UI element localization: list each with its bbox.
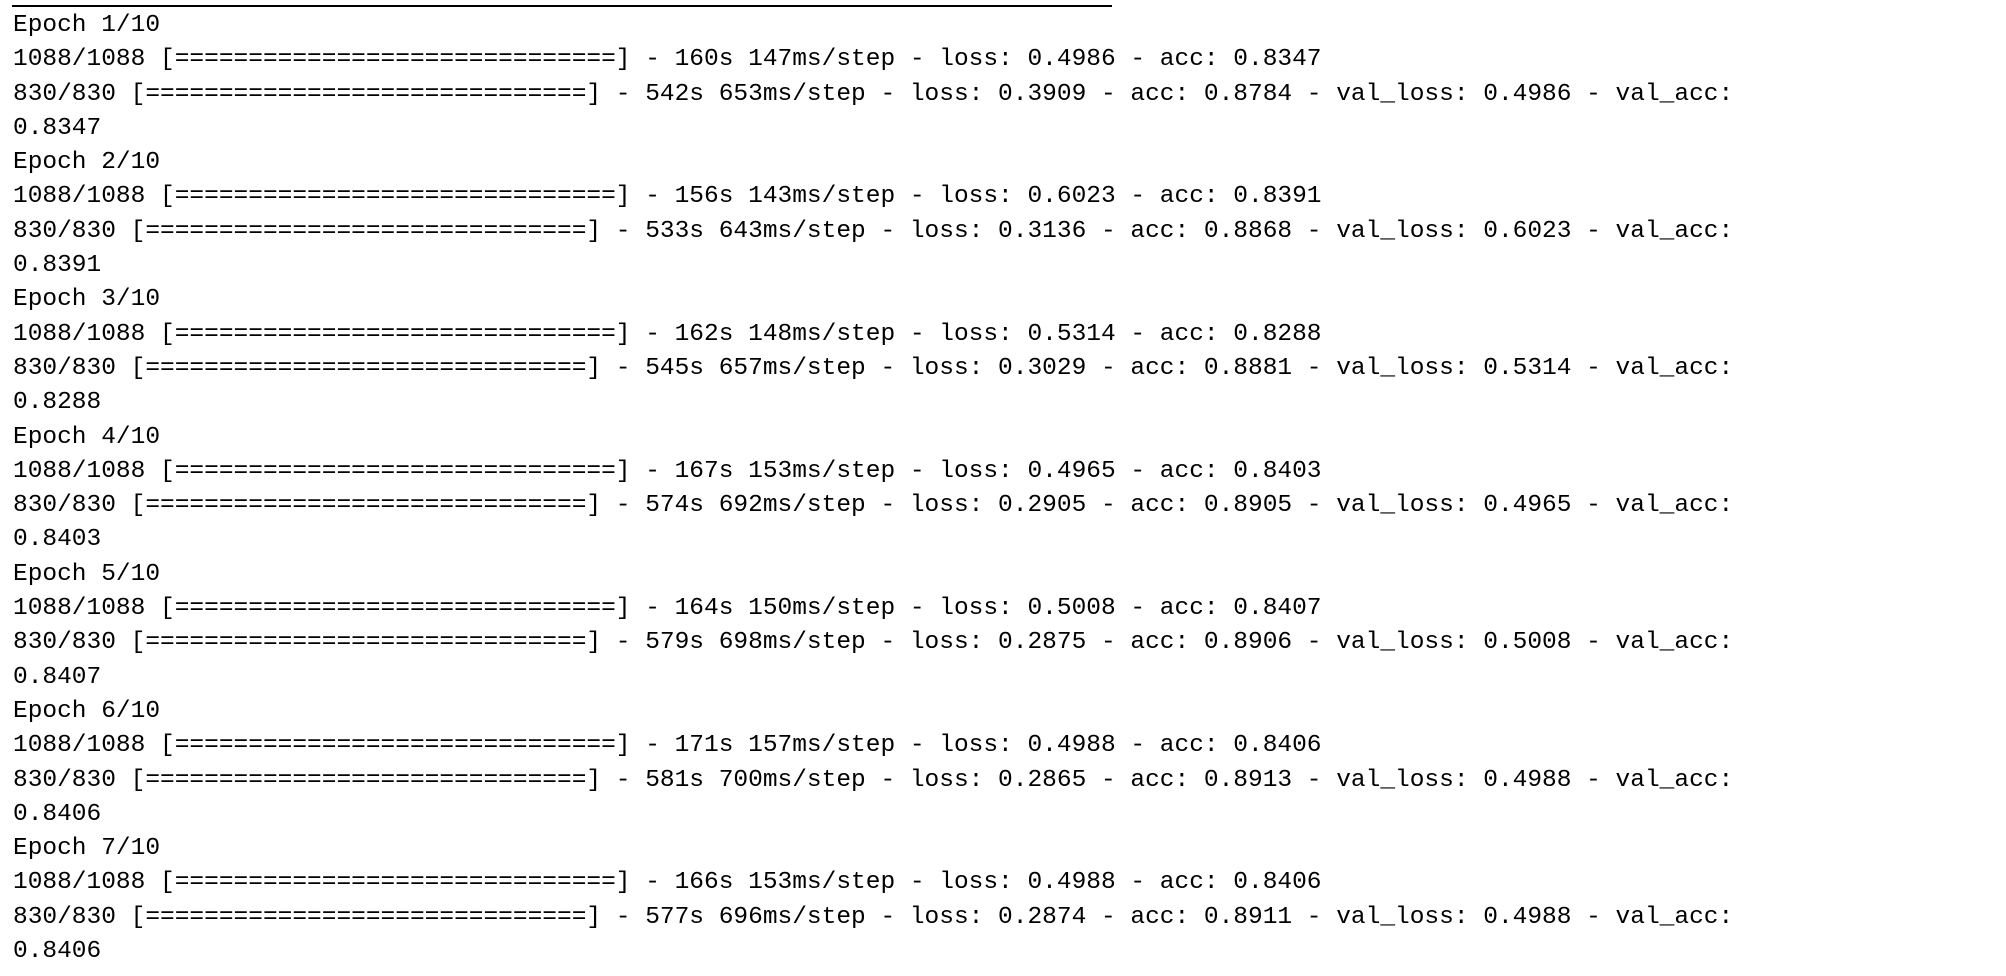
val-acc-wrap-line: 0.8391 [13,252,102,280]
epoch-header: Epoch 4/10 [13,423,161,451]
validation-progress-line: 830/830 [==============================]… [13,217,1734,245]
validation-progress-line: 830/830 [==============================]… [13,766,1734,794]
val-acc-wrap-line: 0.8288 [13,389,102,417]
val-acc-wrap-line: 0.8347 [13,114,102,142]
validation-progress-line: 830/830 [==============================]… [13,903,1734,931]
validation-progress-line: 830/830 [==============================]… [13,492,1734,520]
val-acc-wrap-line: 0.8406 [13,800,102,828]
train-progress-line: 1088/1088 [=============================… [13,46,1322,74]
val-acc-wrap-line: 0.8406 [13,938,102,966]
validation-progress-line: 830/830 [==============================]… [13,354,1734,382]
train-progress-line: 1088/1088 [=============================… [13,183,1322,211]
validation-progress-line: 830/830 [==============================]… [13,80,1734,108]
epoch-header: Epoch 1/10 [13,12,161,39]
output-top-rule [12,5,1112,7]
train-progress-line: 1088/1088 [=============================… [13,457,1322,485]
train-progress-line: 1088/1088 [=============================… [13,320,1322,348]
val-acc-wrap-line: 0.8403 [13,526,102,554]
train-progress-line: 1088/1088 [=============================… [13,869,1322,897]
train-progress-line: 1088/1088 [=============================… [13,732,1322,760]
epoch-header: Epoch 7/10 [13,835,161,863]
val-acc-wrap-line: 0.8407 [13,663,102,691]
epoch-header: Epoch 2/10 [13,149,161,177]
validation-progress-line: 830/830 [==============================]… [13,629,1734,657]
log-lines: Epoch 1/10 1088/1088 [==================… [13,9,2003,969]
train-progress-line: 1088/1088 [=============================… [13,595,1322,623]
epoch-header: Epoch 3/10 [13,286,161,314]
epoch-header: Epoch 5/10 [13,560,161,588]
epoch-header: Epoch 6/10 [13,697,161,725]
